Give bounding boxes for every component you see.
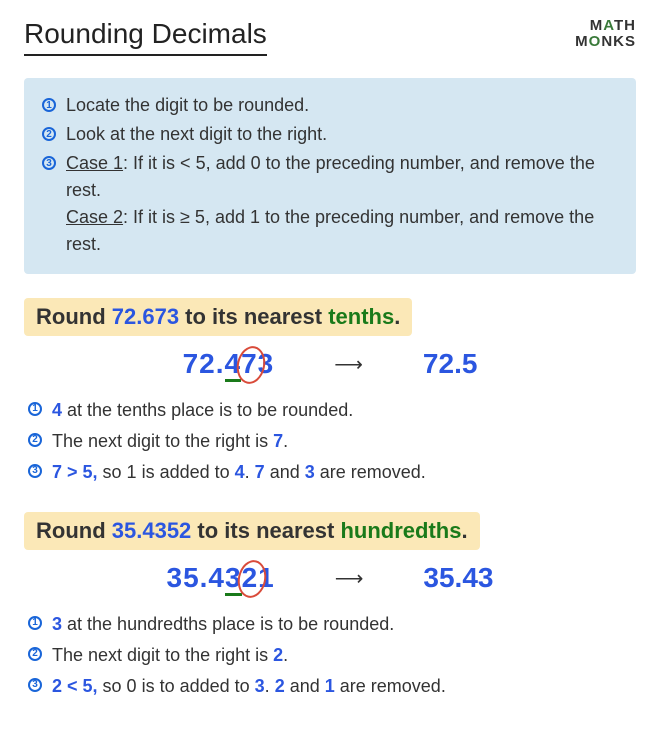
bullet-3-icon: 3	[42, 156, 56, 170]
example-2-explain: 1 3 at the hundredths place is to be rou…	[28, 610, 636, 700]
ex2-result: 35.43	[423, 562, 493, 594]
ex1-end: .	[394, 304, 400, 329]
ex1-s2-a: The next digit to the right is	[52, 431, 273, 451]
ex2-step-2: 2 The next digit to the right is 2.	[28, 641, 636, 670]
ex2-s3-f: and	[285, 676, 325, 696]
ex1-s3-a: 7 > 5,	[52, 462, 98, 482]
example-2-title: Round 35.4352 to its nearest hundredths.	[24, 512, 480, 550]
ex2-place: hundredths	[340, 518, 461, 543]
ex1-step-2: 2 The next digit to the right is 7.	[28, 427, 636, 456]
rule-2-text: Look at the next digit to the right.	[66, 121, 327, 148]
arrow-icon: ⟶	[334, 352, 363, 377]
ex1-s3-g: 3	[305, 462, 315, 482]
ex2-step-1: 1 3 at the hundredths place is to be rou…	[28, 610, 636, 639]
rule-3: 3 Case 1: If it is < 5, add 0 to the pre…	[42, 150, 618, 258]
bullet-2-icon: 2	[42, 127, 56, 141]
ex1-s3-text: 7 > 5, so 1 is added to 4. 7 and 3 are r…	[52, 458, 426, 487]
bullet-2-icon: 2	[28, 647, 42, 661]
ex1-mid: to its nearest	[179, 304, 328, 329]
bullet-3-icon: 3	[28, 464, 42, 478]
ex2-s1-rest: at the hundredths place is to be rounded…	[62, 614, 394, 634]
rule-1-text: Locate the digit to be rounded.	[66, 92, 309, 119]
page-title: Rounding Decimals	[24, 18, 267, 56]
header: Rounding Decimals MATH MONKS	[24, 18, 636, 56]
example-1-title: Round 72.673 to its nearest tenths.	[24, 298, 412, 336]
ex2-s2-a: The next digit to the right is	[52, 645, 273, 665]
ex1-s2-c: .	[283, 431, 288, 451]
logo-a: A	[603, 17, 614, 34]
ex2-s3-h: are removed.	[335, 676, 446, 696]
ex2-mid: to its nearest	[191, 518, 340, 543]
ex2-s3-text: 2 < 5, so 0 is to added to 3. 2 and 1 ar…	[52, 672, 446, 701]
ex1-s3-f: and	[265, 462, 305, 482]
example-1-explain: 1 4 at the tenths place is to be rounded…	[28, 396, 636, 486]
ex2-s3-b: so 0 is to added to	[98, 676, 255, 696]
ex1-s1-d: 4	[52, 400, 62, 420]
ex1-pre: Round	[36, 304, 112, 329]
logo-o: O	[589, 33, 602, 50]
ex1-s2-text: The next digit to the right is 7.	[52, 427, 288, 456]
ex2-s3-a: 2 < 5,	[52, 676, 98, 696]
ex1-s2-b: 7	[273, 431, 283, 451]
rule-1: 1 Locate the digit to be rounded.	[42, 92, 618, 119]
ex1-s1-text: 4 at the tenths place is to be rounded.	[52, 396, 353, 425]
rule-2: 2 Look at the next digit to the right.	[42, 121, 618, 148]
ex1-result: 72.5	[423, 348, 478, 380]
ex2-circled-digit: 2	[242, 562, 259, 594]
ex2-s1-d: 3	[52, 614, 62, 634]
ex1-num: 72.673	[112, 304, 179, 329]
rule-3-text: Case 1: If it is < 5, add 0 to the prece…	[66, 150, 618, 258]
ex2-whole: 35.4	[167, 562, 226, 593]
ex1-s3-d: .	[245, 462, 255, 482]
bullet-1-icon: 1	[28, 616, 42, 630]
ex1-s1-rest: at the tenths place is to be rounded.	[62, 400, 353, 420]
bullet-1-icon: 1	[28, 402, 42, 416]
case-2-label: Case 2	[66, 207, 123, 227]
case-1-label: Case 1	[66, 153, 123, 173]
ex1-step-3: 3 7 > 5, so 1 is added to 4. 7 and 3 are…	[28, 458, 636, 487]
ex1-whole: 72.	[183, 348, 225, 379]
ex1-s3-h: are removed.	[315, 462, 426, 482]
logo-th: TH	[614, 17, 636, 34]
ex1-circled-digit: 7	[241, 348, 258, 380]
ex1-step-1: 1 4 at the tenths place is to be rounded…	[28, 396, 636, 425]
rules-box: 1 Locate the digit to be rounded. 2 Look…	[24, 78, 636, 274]
ex2-s1-text: 3 at the hundredths place is to be round…	[52, 610, 394, 639]
bullet-1-icon: 1	[42, 98, 56, 112]
ex1-source: 72.473	[183, 348, 275, 380]
arrow-icon: ⟶	[335, 566, 364, 591]
ex2-s2-text: The next digit to the right is 2.	[52, 641, 288, 670]
ex2-num: 35.4352	[112, 518, 192, 543]
logo-m1: M	[590, 17, 604, 34]
logo: MATH MONKS	[575, 18, 636, 50]
ex2-s3-c: 3	[255, 676, 265, 696]
ex2-s2-b: 2	[273, 645, 283, 665]
ex2-step-3: 3 2 < 5, so 0 is to added to 3. 2 and 1 …	[28, 672, 636, 701]
ex2-s3-d: .	[265, 676, 275, 696]
ex1-place: tenths	[328, 304, 394, 329]
ex1-s3-e: 7	[255, 462, 265, 482]
ex2-s2-c: .	[283, 645, 288, 665]
ex2-source: 35.4321	[167, 562, 275, 594]
case-2-text: : If it is ≥ 5, add 1 to the preceding n…	[66, 207, 594, 254]
ex1-s3-b: so 1 is added to	[98, 462, 235, 482]
logo-nks: NKS	[601, 33, 636, 50]
case-1-text: : If it is < 5, add 0 to the preceding n…	[66, 153, 595, 200]
ex2-pre: Round	[36, 518, 112, 543]
example-1-work: 72.473 ⟶ 72.5	[24, 348, 636, 380]
ex2-s3-g: 1	[325, 676, 335, 696]
ex2-s3-e: 2	[275, 676, 285, 696]
ex2-end: .	[461, 518, 467, 543]
bullet-3-icon: 3	[28, 678, 42, 692]
logo-m2: M	[575, 33, 589, 50]
bullet-2-icon: 2	[28, 433, 42, 447]
example-2-work: 35.4321 ⟶ 35.43	[24, 562, 636, 594]
ex1-s3-c: 4	[235, 462, 245, 482]
